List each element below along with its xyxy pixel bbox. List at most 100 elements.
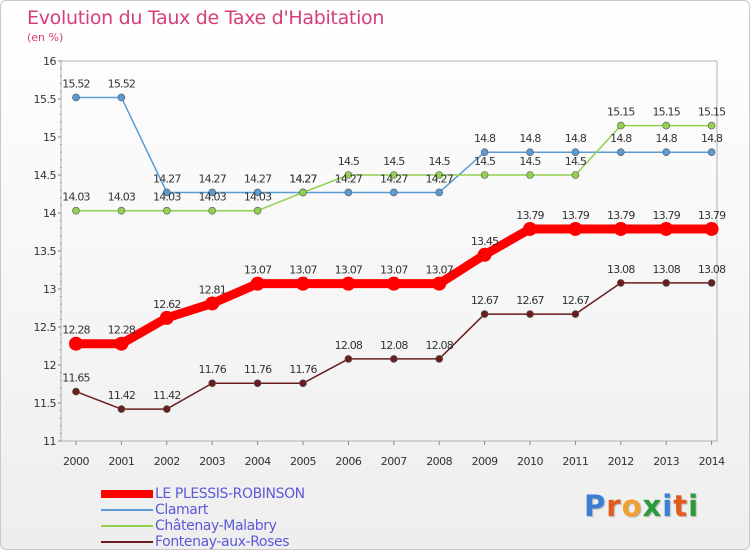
logo-letter: i bbox=[662, 489, 674, 523]
data-label: 13.79 bbox=[562, 209, 590, 222]
legend-swatch-plessis bbox=[101, 490, 153, 498]
data-label: 14.03 bbox=[244, 191, 272, 204]
y-minor-tick bbox=[60, 364, 62, 366]
data-point bbox=[72, 93, 80, 102]
y-minor-tick bbox=[60, 166, 62, 168]
data-point bbox=[299, 188, 307, 197]
data-label: 14.27 bbox=[335, 172, 363, 185]
data-label: 14.8 bbox=[701, 132, 723, 145]
x-tick-label: 2013 bbox=[653, 455, 679, 468]
data-point bbox=[662, 121, 671, 130]
y-minor-tick bbox=[60, 387, 62, 389]
proxiti-logo: Proxiti bbox=[584, 489, 699, 523]
data-label: 14.5 bbox=[383, 155, 405, 168]
data-point bbox=[571, 310, 580, 318]
y-minor-tick bbox=[60, 136, 62, 138]
x-tick-label: 2007 bbox=[381, 455, 407, 468]
data-label: 12.67 bbox=[471, 294, 499, 307]
data-point bbox=[571, 171, 580, 179]
y-minor-tick bbox=[60, 98, 62, 100]
data-label: 12.81 bbox=[198, 283, 226, 296]
data-point bbox=[432, 276, 447, 291]
data-label: 14.27 bbox=[289, 172, 317, 185]
data-point bbox=[208, 188, 216, 197]
y-tick-label: 12.5 bbox=[34, 321, 57, 334]
data-point bbox=[389, 188, 398, 197]
data-label: 15.15 bbox=[698, 106, 726, 119]
data-label: 14.5 bbox=[519, 155, 541, 168]
x-tick-label: 2012 bbox=[608, 455, 634, 468]
y-minor-tick bbox=[60, 356, 62, 358]
data-label: 14.27 bbox=[244, 172, 272, 185]
data-point bbox=[435, 171, 444, 179]
data-point bbox=[117, 206, 126, 215]
legend-label-clamart: Clamart bbox=[155, 502, 208, 518]
data-point bbox=[163, 206, 171, 215]
y-minor-tick bbox=[60, 60, 62, 62]
data-point bbox=[253, 206, 262, 215]
data-label: 13.79 bbox=[516, 209, 544, 222]
y-minor-tick bbox=[60, 68, 62, 70]
y-minor-tick bbox=[60, 121, 62, 123]
data-point bbox=[526, 171, 534, 179]
y-tick-label: 13 bbox=[43, 283, 56, 296]
data-label: 14.27 bbox=[153, 172, 181, 185]
y-minor-tick bbox=[60, 174, 62, 176]
y-minor-tick bbox=[60, 402, 62, 404]
y-minor-tick bbox=[60, 144, 62, 146]
y-minor-tick bbox=[60, 296, 62, 298]
y-minor-tick bbox=[60, 182, 62, 184]
data-label: 15.52 bbox=[62, 77, 90, 90]
data-point bbox=[707, 279, 716, 287]
y-minor-tick bbox=[60, 318, 62, 320]
data-point bbox=[523, 221, 537, 236]
data-label: 13.07 bbox=[244, 264, 272, 277]
x-tick-label: 2006 bbox=[335, 455, 361, 468]
x-tick-label: 2003 bbox=[199, 455, 225, 468]
data-label: 12.67 bbox=[562, 294, 590, 307]
data-point bbox=[435, 355, 444, 363]
data-point bbox=[163, 405, 171, 413]
data-point bbox=[159, 310, 174, 325]
data-point bbox=[662, 148, 671, 156]
data-point bbox=[659, 221, 674, 236]
y-tick-label: 15 bbox=[43, 131, 56, 144]
data-point bbox=[480, 310, 489, 318]
data-point bbox=[344, 188, 353, 197]
data-label: 11.65 bbox=[62, 372, 90, 385]
data-point bbox=[571, 148, 580, 156]
x-tick-label: 2001 bbox=[108, 455, 134, 468]
logo-letter: i bbox=[688, 489, 700, 523]
data-point bbox=[389, 171, 398, 179]
data-label: 12.08 bbox=[425, 339, 453, 352]
x-tick-label: 2008 bbox=[426, 455, 452, 468]
data-label: 14.5 bbox=[565, 155, 587, 168]
y-minor-tick bbox=[60, 280, 62, 282]
y-minor-tick bbox=[60, 220, 62, 222]
data-label: 13.07 bbox=[289, 264, 317, 277]
x-tick-label: 2000 bbox=[63, 455, 89, 468]
y-minor-tick bbox=[60, 326, 62, 328]
data-label: 11.76 bbox=[244, 363, 272, 376]
y-minor-tick bbox=[60, 197, 62, 199]
data-point bbox=[568, 221, 583, 236]
data-point bbox=[480, 171, 489, 179]
data-label: 13.45 bbox=[471, 235, 499, 248]
y-minor-tick bbox=[60, 75, 62, 77]
y-minor-tick bbox=[60, 235, 62, 237]
data-point bbox=[480, 148, 489, 156]
data-label: 14.27 bbox=[425, 172, 453, 185]
y-minor-tick bbox=[60, 349, 62, 351]
y-minor-tick bbox=[60, 425, 62, 427]
legend-swatch-clamart bbox=[101, 509, 153, 511]
y-minor-tick bbox=[60, 372, 62, 374]
logo-letter: P bbox=[584, 489, 607, 523]
data-label: 11.76 bbox=[289, 363, 317, 376]
data-point bbox=[344, 171, 353, 179]
data-label: 12.08 bbox=[335, 339, 363, 352]
y-minor-tick bbox=[60, 189, 62, 191]
y-minor-tick bbox=[60, 128, 62, 130]
y-minor-tick bbox=[60, 410, 62, 412]
data-label: 12.28 bbox=[108, 324, 136, 337]
